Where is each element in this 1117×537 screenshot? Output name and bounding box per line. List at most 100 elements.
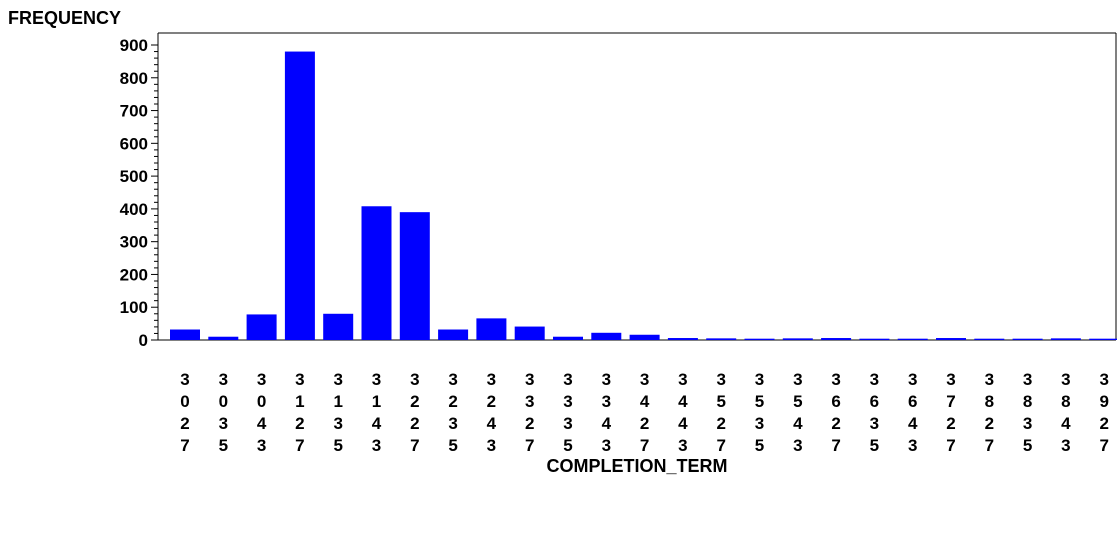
x-tick-label-char: 5 [1023, 436, 1032, 455]
x-tick-label-char: 2 [640, 414, 649, 433]
x-tick-label-char: 2 [985, 414, 994, 433]
x-tick-label-char: 7 [410, 436, 419, 455]
x-tick-label-char: 3 [372, 370, 381, 389]
bar [246, 314, 277, 340]
x-tick-label-char: 2 [716, 414, 725, 433]
y-tick-label: 200 [120, 265, 148, 284]
x-tick-label-char: 3 [1023, 370, 1032, 389]
x-tick-label-char: 2 [410, 414, 419, 433]
x-tick-label-char: 8 [1061, 392, 1070, 411]
x-tick-label-char: 4 [372, 414, 382, 433]
x-tick-label-char: 2 [448, 392, 457, 411]
x-tick-label-char: 7 [640, 436, 649, 455]
x-tick-label-char: 7 [946, 436, 955, 455]
x-tick-label-char: 5 [793, 392, 802, 411]
x-tick-label-char: 5 [716, 392, 725, 411]
x-tick-label-char: 9 [1099, 392, 1108, 411]
x-tick-label-char: 5 [755, 392, 764, 411]
x-tick-label-char: 3 [908, 436, 917, 455]
x-tick-label-char: 6 [831, 392, 840, 411]
x-tick-label-char: 3 [1061, 370, 1070, 389]
x-tick-label-char: 7 [180, 436, 189, 455]
x-tick-label-char: 3 [755, 370, 764, 389]
x-tick-label-char: 3 [448, 370, 457, 389]
x-tick-label-char: 3 [678, 370, 687, 389]
y-tick-label: 900 [120, 36, 148, 55]
x-tick-label-char: 3 [563, 370, 572, 389]
x-tick-label-char: 5 [563, 436, 572, 455]
x-tick-label-char: 3 [793, 436, 802, 455]
x-tick-label-char: 1 [372, 392, 381, 411]
bar [897, 338, 928, 340]
x-tick-label-char: 3 [1023, 414, 1032, 433]
bar [1050, 338, 1081, 340]
bar [284, 51, 315, 341]
x-tick-label-char: 3 [1061, 436, 1070, 455]
x-tick-label-char: 3 [755, 414, 764, 433]
x-tick-label-char: 7 [1099, 436, 1108, 455]
x-tick-label-char: 3 [602, 370, 611, 389]
x-tick-label-char: 2 [410, 392, 419, 411]
x-tick-label-char: 4 [908, 414, 918, 433]
x-tick-label-char: 5 [333, 436, 342, 455]
x-tick-label-char: 3 [1099, 370, 1108, 389]
x-tick-label-char: 2 [525, 414, 534, 433]
bar [859, 338, 890, 340]
bar [323, 313, 354, 340]
x-tick-label-char: 7 [946, 392, 955, 411]
x-tick-label-char: 3 [716, 370, 725, 389]
x-tick-label-char: 3 [257, 370, 266, 389]
x-tick-label-char: 1 [333, 392, 342, 411]
x-tick-label-char: 3 [333, 414, 342, 433]
x-tick-label-char: 3 [219, 370, 228, 389]
bar [629, 334, 660, 340]
x-tick-label-char: 3 [410, 370, 419, 389]
y-tick-label: 700 [120, 102, 148, 121]
bar [438, 329, 469, 340]
x-tick-label-char: 3 [946, 370, 955, 389]
x-tick-label-char: 7 [295, 436, 304, 455]
bar [974, 338, 1005, 340]
y-tick-label: 100 [120, 298, 148, 317]
x-tick-label-char: 3 [487, 436, 496, 455]
y-tick-label: 0 [139, 331, 148, 350]
bar [1012, 338, 1043, 340]
x-tick-label-char: 3 [678, 436, 687, 455]
x-tick-label-char: 3 [295, 370, 304, 389]
bar [170, 329, 200, 340]
bar [361, 206, 392, 340]
x-tick-label-char: 3 [985, 370, 994, 389]
bar [208, 336, 239, 340]
x-tick-label-char: 5 [219, 436, 228, 455]
x-tick-label-char: 3 [602, 436, 611, 455]
x-tick-label-char: 3 [563, 414, 572, 433]
y-tick-label: 800 [120, 69, 148, 88]
x-tick-label-char: 7 [831, 436, 840, 455]
x-tick-label-char: 3 [870, 370, 879, 389]
x-tick-label-char: 2 [180, 414, 189, 433]
y-tick-label: 500 [120, 167, 148, 186]
x-tick-label-char: 6 [870, 392, 879, 411]
x-tick-label-char: 3 [525, 370, 534, 389]
x-tick-label-char: 3 [870, 414, 879, 433]
x-tick-label-char: 3 [219, 414, 228, 433]
x-tick-label-char: 2 [946, 414, 955, 433]
x-tick-label-char: 4 [1061, 414, 1071, 433]
x-tick-label-char: 0 [180, 392, 189, 411]
x-tick-label-char: 4 [487, 414, 497, 433]
x-tick-label-char: 3 [487, 370, 496, 389]
bar [782, 338, 813, 340]
y-axis: 0 100 200 300 400 500 600 700 800 900 [120, 32, 1117, 350]
x-tick-label-char: 8 [1023, 392, 1032, 411]
bars [170, 51, 1117, 341]
x-tick-label-char: 3 [602, 392, 611, 411]
x-tick-label-char: 3 [257, 436, 266, 455]
x-tick-label-char: 3 [448, 414, 457, 433]
x-tick-label-char: 2 [295, 414, 304, 433]
x-tick-label-char: 4 [678, 414, 688, 433]
x-tick-label-char: 1 [295, 392, 304, 411]
x-tick-label-char: 3 [563, 392, 572, 411]
x-tick-label-char: 6 [908, 392, 917, 411]
x-tick-label-char: 5 [870, 436, 879, 455]
x-tick-label-char: 3 [793, 370, 802, 389]
